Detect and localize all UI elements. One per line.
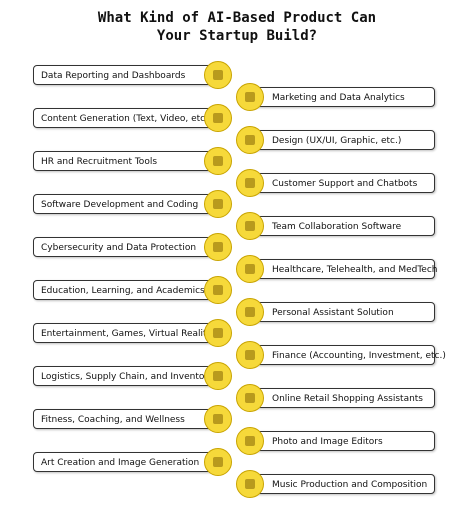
item-icon: [204, 276, 232, 304]
item-box: Photo and Image Editors: [240, 431, 435, 451]
item-box: Customer Support and Chatbots: [240, 173, 435, 193]
item-icon: [236, 427, 264, 455]
item-icon: [204, 362, 232, 390]
item-icon: [236, 384, 264, 412]
item-icon: [236, 212, 264, 240]
item-box: Fitness, Coaching, and Wellness: [33, 409, 223, 429]
item-box: Personal Assistant Solution: [240, 302, 435, 322]
item-icon: [204, 319, 232, 347]
item-icon: [204, 104, 232, 132]
item-box: Online Retail Shopping Assistants: [240, 388, 435, 408]
item-box: Marketing and Data Analytics: [240, 87, 435, 107]
title-line: Your Startup Build?: [156, 28, 318, 44]
item-box: Software Development and Coding: [33, 194, 223, 214]
title-line: What Kind of AI-Based Product Can: [97, 10, 377, 26]
item-icon: [204, 233, 232, 261]
item-icon: [236, 83, 264, 111]
item-box: Team Collaboration Software: [240, 216, 435, 236]
item-box: Finance (Accounting, Investment, etc.): [240, 345, 446, 365]
item-box: Cybersecurity and Data Protection: [33, 237, 223, 257]
item-icon: [204, 405, 232, 433]
item-box: Art Creation and Image Generation: [33, 452, 223, 472]
item-icon: [236, 169, 264, 197]
item-icon: [204, 147, 232, 175]
item-box: HR and Recruitment Tools: [33, 151, 223, 171]
item-box: Content Generation (Text, Video, etc.): [33, 108, 223, 128]
item-box: Data Reporting and Dashboards: [33, 65, 223, 85]
item-box: Design (UX/UI, Graphic, etc.): [240, 130, 435, 150]
item-icon: [204, 190, 232, 218]
item-box: Music Production and Composition: [240, 474, 435, 494]
item-icon: [236, 341, 264, 369]
item-box: Education, Learning, and Academics: [33, 280, 223, 300]
item-box: Healthcare, Telehealth, and MedTech: [240, 259, 438, 279]
item-box: Entertainment, Games, Virtual Reality: [33, 323, 223, 343]
item-icon: [236, 255, 264, 283]
item-icon: [204, 448, 232, 476]
item-box: Logistics, Supply Chain, and Inventory: [33, 366, 223, 386]
item-icon: [204, 61, 232, 89]
item-icon: [236, 298, 264, 326]
item-icon: [236, 470, 264, 498]
item-icon: [236, 126, 264, 154]
